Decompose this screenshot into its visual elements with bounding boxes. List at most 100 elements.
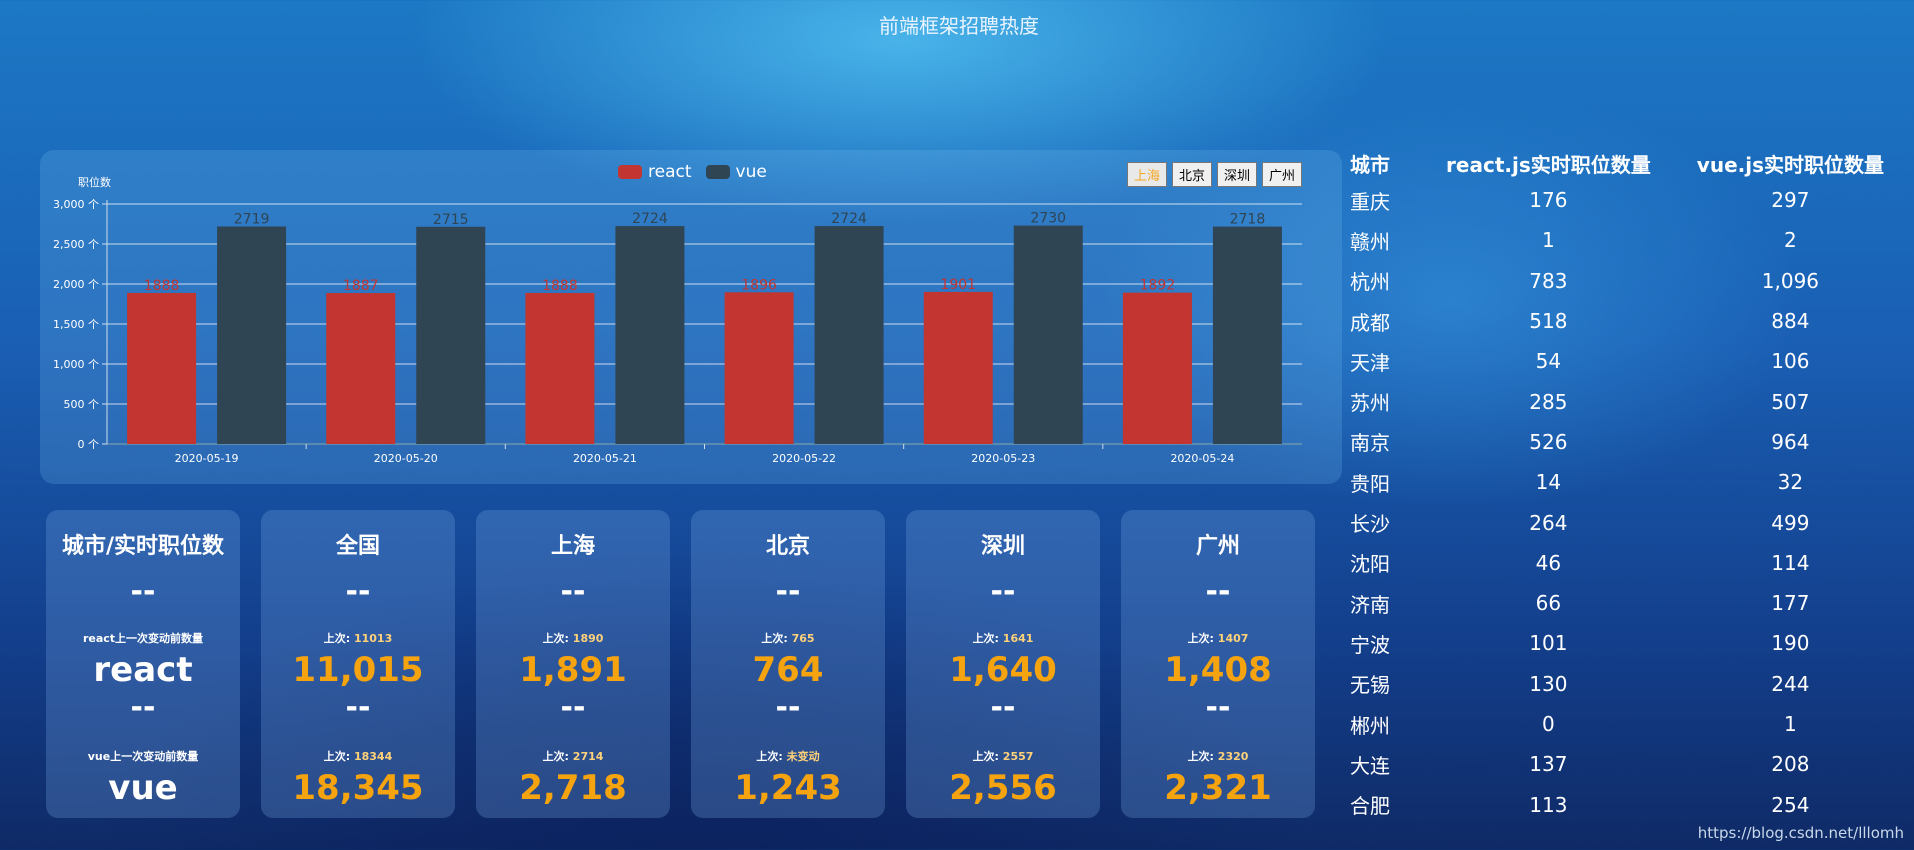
legend-swatch — [705, 165, 730, 179]
vue-count: 18,345 — [292, 768, 424, 808]
vue-prev: 上次: 2714 — [476, 748, 670, 764]
vue-prev-value: 2557 — [1002, 750, 1034, 763]
table-header-vue: vue.js实时职位数量 — [1696, 152, 1884, 177]
react-prev: 上次: 11013 — [261, 630, 455, 646]
table-row: 沈阳 46 114 — [1350, 543, 1906, 583]
data-label-react: 1901 — [940, 277, 976, 293]
x-tick-label: 2020-05-24 — [1170, 452, 1234, 465]
x-tick-label: 2020-05-22 — [772, 452, 836, 465]
react-count: 764 — [752, 650, 824, 690]
bar-react — [1122, 292, 1192, 444]
react-prev: 上次: 1407 — [1121, 630, 1315, 646]
card-dash: -- — [345, 690, 371, 725]
bar-react — [127, 292, 197, 444]
table-row: 苏州 285 507 — [1350, 381, 1906, 421]
card-dash: -- — [775, 690, 801, 725]
x-tick-label: 2020-05-23 — [971, 452, 1035, 465]
label-card-title: 城市/实时职位数 — [61, 534, 225, 559]
cell-react: 113 — [1529, 792, 1568, 817]
cell-vue: 254 — [1771, 792, 1810, 817]
table-header-city: 城市 — [1350, 152, 1390, 177]
cell-city: 长沙 — [1350, 512, 1390, 537]
cell-vue: 297 — [1771, 188, 1810, 213]
legend-label: vue — [735, 162, 767, 182]
data-label-react: 1887 — [343, 278, 379, 294]
city-jobs-table: 城市 react.js实时职位数量 vue.js实时职位数量 重庆 176 297 赣… — [1350, 146, 1906, 825]
cell-city: 合肥 — [1350, 794, 1390, 819]
stat-card: 广州 -- 上次: 1407 1,408 -- 上次: 2320 2,321 — [1121, 510, 1315, 818]
card-dash: -- — [775, 574, 801, 609]
table-row: 宁波 101 190 — [1350, 623, 1906, 663]
prev-prefix: 上次: — [972, 750, 1003, 763]
bar-chart-panel: 职位数 0 个 500 个 1,000 个 1,500 个 2,000 个 2,500 个 3… — [40, 150, 1342, 484]
label-card-dash: -- — [130, 690, 156, 725]
cell-react: 1 — [1542, 228, 1555, 253]
city-button[interactable]: 上海 — [1126, 162, 1167, 187]
cell-vue: 177 — [1771, 591, 1810, 616]
cell-vue: 1 — [1784, 712, 1797, 736]
cell-react: 0 — [1542, 712, 1555, 736]
data-label-react: 1892 — [1140, 278, 1176, 294]
react-prev-value: 1641 — [1002, 632, 1034, 645]
y-tick-label: 1,500 个 — [53, 318, 99, 331]
stat-card: 北京 -- 上次: 765 764 -- 上次: 未变动 1,243 — [691, 510, 885, 818]
table-header-row: 城市 react.js实时职位数量 vue.js实时职位数量 — [1350, 146, 1906, 180]
card-dash: -- — [1205, 574, 1231, 609]
cell-vue: 32 — [1777, 470, 1804, 495]
chart-legend[interactable]: react vue — [618, 162, 767, 182]
card-title: 上海 — [550, 534, 595, 559]
cell-react: 66 — [1535, 591, 1562, 616]
table-row: 贵阳 14 32 — [1350, 462, 1906, 502]
x-tick-label: 2020-05-20 — [374, 452, 438, 465]
cell-city: 天津 — [1350, 350, 1390, 375]
y-tick-label: 2,000 个 — [53, 278, 99, 291]
city-button[interactable]: 广州 — [1261, 162, 1302, 187]
vue-prev-label: vue上一次变动前数量 — [87, 750, 199, 763]
prev-prefix: 上次: — [542, 750, 573, 763]
table-row: 大连 137 208 — [1350, 744, 1906, 784]
cell-react: 54 — [1535, 349, 1562, 374]
bar-react — [923, 291, 993, 444]
react-prev-value: 765 — [791, 632, 815, 645]
react-count: 1,640 — [949, 650, 1057, 690]
y-tick-label: 500 个 — [64, 398, 100, 411]
bar-vue — [1013, 225, 1083, 444]
card-dash: -- — [1205, 690, 1231, 725]
legend-item-vue[interactable]: vue — [705, 162, 767, 182]
cell-react: 130 — [1529, 671, 1568, 696]
cell-react: 526 — [1529, 429, 1568, 454]
data-label-vue: 2719 — [234, 211, 270, 227]
y-tick-label: 0 个 — [78, 438, 100, 451]
bar-react — [724, 292, 794, 444]
card-dash: -- — [345, 574, 371, 609]
cell-react: 264 — [1529, 510, 1568, 535]
cell-city: 宁波 — [1350, 632, 1390, 657]
bar-vue — [217, 226, 287, 444]
cell-vue: 2 — [1784, 228, 1797, 253]
cell-vue: 114 — [1771, 550, 1810, 575]
data-label-vue: 2730 — [1030, 211, 1066, 227]
cell-city: 郴州 — [1350, 713, 1390, 738]
city-button[interactable]: 深圳 — [1216, 162, 1257, 187]
table-row: 南京 526 964 — [1350, 422, 1906, 462]
city-button[interactable]: 北京 — [1171, 162, 1212, 187]
table-row: 无锡 130 244 — [1350, 664, 1906, 704]
legend-item-react[interactable]: react — [618, 162, 692, 182]
cell-city: 南京 — [1350, 431, 1390, 456]
stat-cards: 城市/实时职位数 -- react上一次变动前数量 react -- vue上一… — [46, 510, 1315, 818]
cell-react: 14 — [1535, 470, 1562, 495]
cell-city: 赣州 — [1350, 229, 1390, 254]
cell-react: 137 — [1529, 752, 1568, 777]
x-tick-label: 2020-05-21 — [573, 452, 637, 465]
prev-prefix: 上次: — [972, 632, 1003, 645]
react-label: react — [93, 650, 193, 690]
card-dash: -- — [560, 690, 586, 725]
y-tick-label: 2,500 个 — [53, 238, 99, 251]
card-title: 全国 — [335, 534, 380, 559]
vue-prev-value: 2320 — [1217, 750, 1249, 763]
cell-vue: 208 — [1771, 752, 1810, 777]
prev-prefix: 上次: — [323, 750, 354, 763]
cell-vue: 964 — [1771, 429, 1810, 454]
vue-count: 2,556 — [949, 768, 1057, 808]
vue-prev-value: 未变动 — [786, 750, 820, 763]
